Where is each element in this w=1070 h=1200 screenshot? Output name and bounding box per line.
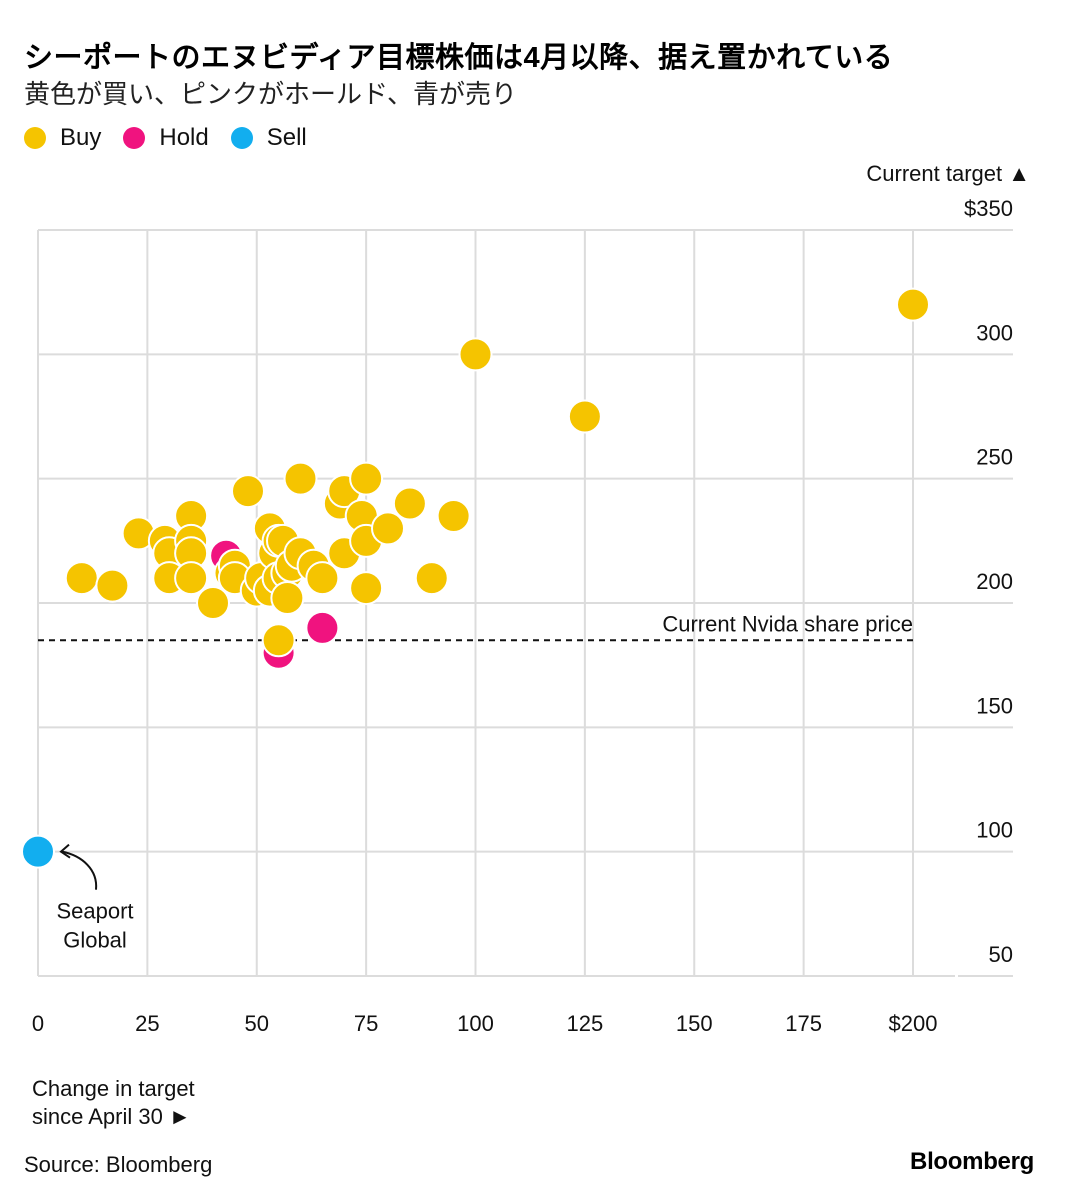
- brand-logo: Bloomberg: [910, 1148, 1034, 1175]
- x-tick-label: 0: [32, 1011, 44, 1036]
- point-buy: [196, 586, 230, 620]
- legend-swatch-sell: [230, 127, 253, 149]
- point-buy: [896, 287, 930, 322]
- y-tick-label: 50: [989, 942, 1013, 967]
- x-tick-label: 100: [457, 1011, 494, 1036]
- point-buy: [436, 498, 471, 533]
- y-tick-label: $350: [964, 196, 1013, 221]
- point-buy: [349, 571, 384, 606]
- legend-label-buy: Buy: [60, 124, 102, 151]
- source-note: Source: Bloomberg: [24, 1152, 213, 1177]
- point-buy: [567, 399, 602, 434]
- legend: Buy Hold Sell: [24, 124, 329, 152]
- annotation-label: Seaport: [56, 899, 133, 924]
- point-buy: [305, 561, 340, 596]
- point-buy: [64, 561, 99, 596]
- point-hold: [305, 610, 340, 645]
- legend-item-buy: Buy: [24, 124, 101, 152]
- point-buy: [95, 568, 130, 603]
- x-tick-label: 125: [567, 1011, 604, 1036]
- series-buy: [64, 287, 930, 658]
- x-axis-label: Change in target: [32, 1076, 195, 1101]
- x-axis-label: since April 30 ►: [32, 1104, 191, 1129]
- x-tick-label: 150: [676, 1011, 713, 1036]
- x-tick-label: 25: [135, 1011, 159, 1036]
- annotation-arrow: [61, 850, 98, 890]
- point-buy: [414, 561, 449, 596]
- y-tick-label: 200: [976, 569, 1013, 594]
- legend-item-sell: Sell: [230, 124, 307, 152]
- x-tick-label: 175: [785, 1011, 822, 1036]
- point-buy: [392, 486, 427, 521]
- x-tick-label: 75: [354, 1011, 378, 1036]
- point-buy: [231, 474, 265, 509]
- point-buy: [371, 511, 405, 546]
- y-tick-label: 250: [976, 445, 1013, 470]
- point-buy: [458, 337, 493, 372]
- legend-label-sell: Sell: [266, 124, 307, 151]
- legend-item-hold: Hold: [123, 124, 209, 152]
- x-tick-label: 50: [245, 1011, 269, 1036]
- series-sell: [21, 834, 55, 869]
- point-buy: [261, 623, 296, 658]
- annotation-label: Global: [63, 928, 127, 953]
- y-axis-label: Current target ▲: [866, 161, 1030, 186]
- share-price-label: Current Nvida share price: [662, 611, 913, 636]
- chart-title: シーポートのエヌビディア目標株価は4月以降、据え置かれている: [24, 42, 894, 74]
- legend-swatch-hold: [123, 127, 146, 149]
- point-buy: [283, 461, 318, 496]
- legend-swatch-buy: [24, 127, 46, 149]
- annotation-arrowhead: [59, 843, 71, 859]
- y-tick-label: 100: [976, 818, 1013, 843]
- y-tick-label: 300: [976, 320, 1013, 345]
- point-sell: [21, 834, 55, 869]
- point-buy: [174, 561, 209, 596]
- x-tick-label: $200: [889, 1011, 938, 1036]
- legend-label-hold: Hold: [159, 124, 209, 151]
- y-tick-label: 150: [976, 693, 1013, 718]
- point-buy: [270, 581, 305, 616]
- point-buy: [349, 461, 384, 496]
- chart-subtitle: 黄色が買い、ピンクがホールド、青が売り: [24, 79, 517, 109]
